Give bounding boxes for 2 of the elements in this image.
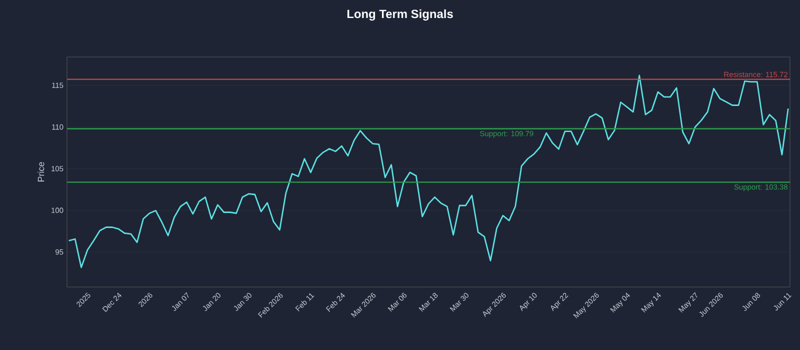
y-axis-title: Price <box>38 162 44 182</box>
chart-title: Long Term Signals <box>347 9 453 21</box>
